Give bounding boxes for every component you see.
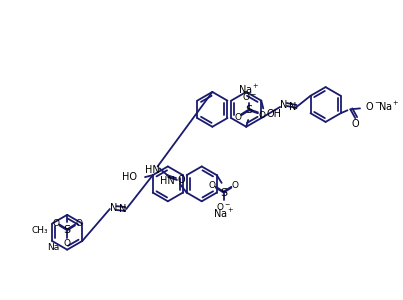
Text: S: S bbox=[220, 188, 227, 198]
Text: HN: HN bbox=[145, 165, 160, 175]
Text: OH: OH bbox=[266, 109, 281, 119]
Text: O: O bbox=[52, 219, 59, 228]
Text: Na$^+$: Na$^+$ bbox=[213, 207, 235, 220]
Text: O: O bbox=[351, 119, 359, 129]
Text: Na$^+$: Na$^+$ bbox=[238, 82, 260, 96]
Text: CH₃: CH₃ bbox=[31, 226, 48, 235]
Text: HN: HN bbox=[160, 176, 175, 186]
Text: O$^-$: O$^-$ bbox=[242, 91, 257, 102]
Text: O: O bbox=[208, 181, 216, 190]
Text: N: N bbox=[110, 203, 117, 213]
Text: HO: HO bbox=[122, 172, 137, 182]
Text: S: S bbox=[245, 105, 253, 115]
Text: O$^-$: O$^-$ bbox=[365, 100, 381, 112]
Text: O: O bbox=[232, 181, 239, 190]
Text: O: O bbox=[234, 112, 241, 122]
Text: N: N bbox=[280, 100, 288, 110]
Text: O: O bbox=[75, 219, 82, 228]
Text: S: S bbox=[64, 225, 71, 235]
Text: Na$^+$: Na$^+$ bbox=[378, 100, 400, 113]
Text: Na: Na bbox=[47, 243, 60, 252]
Text: O$^-$: O$^-$ bbox=[216, 201, 231, 212]
Text: ': ' bbox=[295, 107, 297, 116]
Text: N: N bbox=[118, 204, 126, 214]
Text: O: O bbox=[258, 111, 265, 120]
Text: O: O bbox=[178, 175, 186, 185]
Text: O: O bbox=[64, 239, 71, 248]
Text: N: N bbox=[289, 102, 296, 112]
